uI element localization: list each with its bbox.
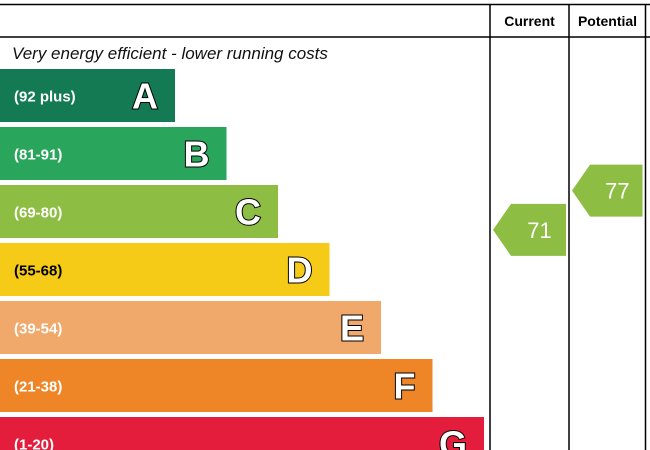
band-letter-a: A (132, 76, 158, 117)
band-bar-c (0, 185, 278, 238)
band-letter-d: D (287, 250, 313, 291)
potential-rating-value: 77 (605, 179, 629, 204)
potential-rating-arrow (572, 164, 643, 217)
header-potential: Potential (578, 13, 637, 29)
rating-bands: (92 plus) A (81-91) B (69-80) C (55-68) D (39-54… (0, 69, 484, 450)
current-rating-arrow (493, 203, 566, 256)
band-bar-e (0, 301, 381, 354)
band-letter-c: C (235, 192, 261, 233)
band-range-a: (92 plus) (14, 89, 76, 106)
band-bar-g (0, 417, 484, 450)
band-range-f: (21-38) (14, 379, 62, 396)
rating-markers: 71 77 (493, 164, 643, 256)
band-range-g: (1-20) (14, 437, 54, 450)
top-label: Very energy efficient - lower running co… (12, 44, 328, 63)
header-current: Current (504, 13, 555, 29)
band-bar-d (0, 243, 330, 296)
band-range-d: (55-68) (14, 263, 62, 280)
band-bar-a (0, 69, 175, 122)
band-range-b: (81-91) (14, 147, 62, 164)
band-bar-b (0, 127, 227, 180)
grid-lines (0, 3, 650, 450)
band-range-e: (39-54) (14, 321, 62, 338)
band-letter-b: B (184, 134, 210, 175)
band-range-c: (69-80) (14, 205, 62, 222)
current-rating-value: 71 (527, 218, 551, 243)
band-letter-e: E (340, 308, 364, 349)
band-bar-f (0, 359, 433, 412)
band-letter-g: G (439, 424, 467, 450)
band-letter-f: F (394, 366, 416, 407)
